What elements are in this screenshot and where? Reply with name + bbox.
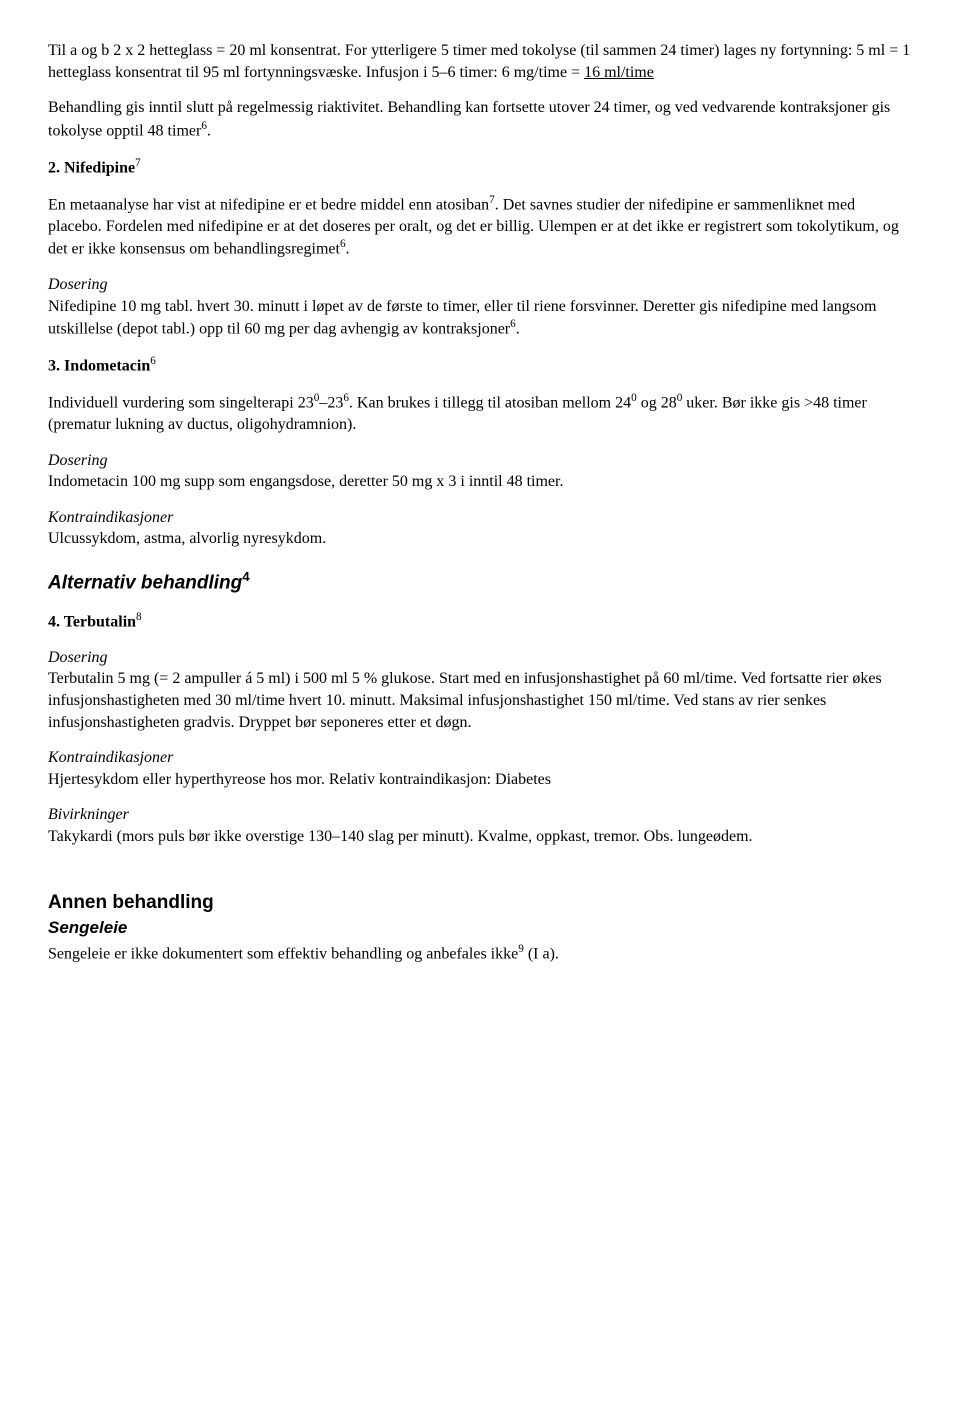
ref-4: 4	[242, 569, 249, 584]
nifedipine-text-a: En metaanalyse har vist at nifedipine er…	[48, 196, 489, 213]
intro-text-1: Til a og b 2 x 2 hetteglass = 20 ml kons…	[48, 42, 910, 81]
intro-text-2: Behandling gis inntil slutt på regelmess…	[48, 99, 890, 139]
ref-8: 8	[136, 611, 142, 623]
indometacin-title: 3. Indometacin	[48, 358, 150, 375]
annen-title: Annen behandling	[48, 892, 214, 913]
indo-a: Individuell vurdering som singelterapi 2…	[48, 394, 314, 411]
terbutalin-kontra-text: Hjertesykdom eller hyperthyreose hos mor…	[48, 771, 551, 788]
alt-title: Alternativ behandling	[48, 572, 242, 593]
dosering-label-2: Dosering	[48, 452, 108, 469]
indometacin-kontra: Kontraindikasjoner Ulcussykdom, astma, a…	[48, 507, 912, 550]
terbutalin-heading: 4. Terbutalin8	[48, 610, 912, 633]
indometacin-heading: 3. Indometacin6	[48, 354, 912, 377]
nifedipine-paragraph: En metaanalyse har vist at nifedipine er…	[48, 193, 912, 260]
indometacin-kontra-text: Ulcussykdom, astma, alvorlig nyresykdom.	[48, 530, 326, 547]
indo-d: og 28	[637, 394, 677, 411]
nifedipine-title: 2. Nifedipine	[48, 159, 135, 176]
kontra-label-2: Kontraindikasjoner	[48, 749, 173, 766]
terbutalin-title: 4. Terbutalin	[48, 613, 136, 630]
bivirk-label: Bivirkninger	[48, 806, 129, 823]
intro-paragraph-1: Til a og b 2 x 2 hetteglass = 20 ml kons…	[48, 40, 912, 83]
ref-7: 7	[135, 157, 141, 169]
terbutalin-kontra: Kontraindikasjoner Hjertesykdom eller hy…	[48, 747, 912, 790]
intro-paragraph-2: Behandling gis inntil slutt på regelmess…	[48, 97, 912, 142]
nifedipine-heading: 2. Nifedipine7	[48, 156, 912, 179]
terbutalin-dose-text: Terbutalin 5 mg (= 2 ampuller á 5 ml) i …	[48, 670, 882, 730]
sengeleie-title: Sengeleie	[48, 918, 127, 937]
terbutalin-bivirk: Bivirkninger Takykardi (mors puls bør ik…	[48, 804, 912, 847]
underlined-rate: 16 ml/time	[584, 64, 654, 81]
sengeleie-text: Sengeleie er ikke dokumentert som effekt…	[48, 946, 518, 963]
indo-b: 23	[327, 394, 343, 411]
indometacin-dose-text: Indometacin 100 mg supp som engangsdose,…	[48, 473, 563, 490]
ia-text: (I a).	[524, 946, 559, 963]
indo-c: . Kan brukes i tillegg til atosiban mell…	[349, 394, 631, 411]
nifedipine-dosering: Dosering Nifedipine 10 mg tabl. hvert 30…	[48, 274, 912, 340]
sengeleie-heading: Sengeleie	[48, 917, 912, 940]
indometacin-paragraph: Individuell vurdering som singelterapi 2…	[48, 391, 912, 436]
alternativ-heading: Alternativ behandling4	[48, 568, 912, 596]
terbutalin-dosering: Dosering Terbutalin 5 mg (= 2 ampuller á…	[48, 647, 912, 733]
terbutalin-bivirk-text: Takykardi (mors puls bør ikke overstige …	[48, 828, 753, 845]
ref-6d: 6	[150, 355, 156, 367]
dosering-label-3: Dosering	[48, 649, 108, 666]
dosering-label: Dosering	[48, 276, 108, 293]
indometacin-dosering: Dosering Indometacin 100 mg supp som eng…	[48, 450, 912, 493]
nifedipine-dose-text: Nifedipine 10 mg tabl. hvert 30. minutt …	[48, 298, 876, 338]
kontra-label: Kontraindikasjoner	[48, 509, 173, 526]
sengeleie-paragraph: Sengeleie er ikke dokumentert som effekt…	[48, 942, 912, 965]
annen-heading: Annen behandling	[48, 890, 912, 916]
